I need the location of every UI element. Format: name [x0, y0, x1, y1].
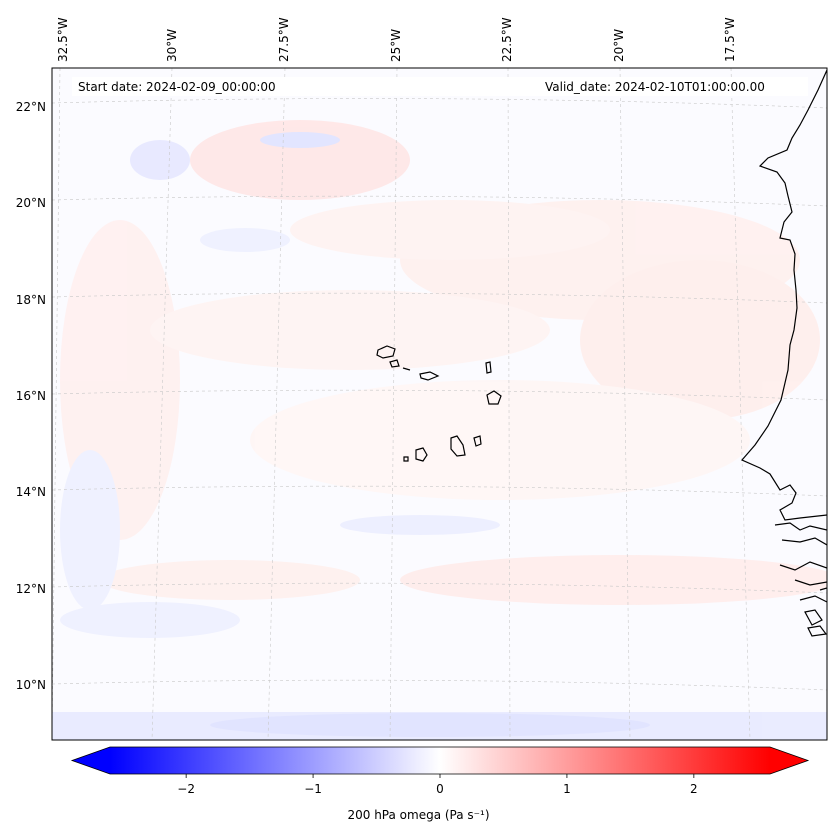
colorbar: −2 −1 0 1 2 — [70, 746, 810, 796]
lat-label: 14°N — [16, 485, 46, 499]
colorbar-title: 200 hPa omega (Pa s⁻¹) — [347, 808, 490, 822]
map-frame — [51, 67, 828, 741]
colorbar-extend-max — [770, 747, 808, 774]
graticule — [52, 68, 827, 740]
lon-label: 22.5°W — [500, 17, 514, 62]
colorbar-tick-label: 2 — [690, 782, 698, 796]
colorbar-gradient — [110, 747, 770, 774]
lat-label: 22°N — [16, 100, 46, 114]
coastline — [376, 69, 827, 637]
longitude-labels: 32.5°W 30°W 27.5°W 25°W 22.5°W 20°W 17.5… — [56, 17, 737, 62]
lat-label: 16°N — [16, 389, 46, 403]
lon-label: 25°W — [389, 29, 403, 62]
colorbar-tick-label: 1 — [563, 782, 571, 796]
lon-label: 32.5°W — [56, 17, 70, 62]
lon-label: 27.5°W — [277, 17, 291, 62]
latitude-labels: 22°N 20°N 18°N 16°N 14°N 12°N 10°N — [16, 100, 46, 692]
lon-label: 30°W — [165, 29, 179, 62]
colorbar-tick-label: −1 — [304, 782, 322, 796]
lon-label: 17.5°W — [723, 17, 737, 62]
lat-label: 18°N — [16, 293, 46, 307]
valid-date-label: Valid_date: 2024-02-10T01:00:00.00 — [543, 79, 767, 95]
colorbar-tick-label: 0 — [436, 782, 444, 796]
lon-label: 20°W — [612, 29, 626, 62]
lat-label: 10°N — [16, 678, 46, 692]
lat-label: 20°N — [16, 196, 46, 210]
start-date-label: Start date: 2024-02-09_00:00:00 — [76, 79, 278, 95]
omega-field — [52, 68, 827, 740]
colorbar-tick-label: −2 — [177, 782, 195, 796]
colorbar-outline — [70, 746, 810, 775]
lat-label: 12°N — [16, 582, 46, 596]
colorbar-extend-min — [72, 747, 110, 774]
colorbar-ticks: −2 −1 0 1 2 — [177, 774, 698, 796]
